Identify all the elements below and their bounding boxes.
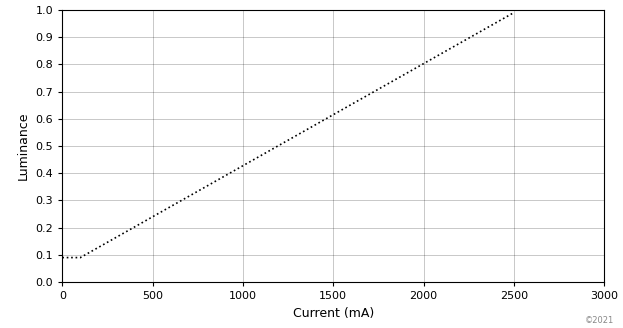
Y-axis label: Luminance: Luminance	[17, 112, 30, 180]
Text: ©2021: ©2021	[584, 316, 614, 325]
X-axis label: Current (mA): Current (mA)	[293, 307, 374, 320]
